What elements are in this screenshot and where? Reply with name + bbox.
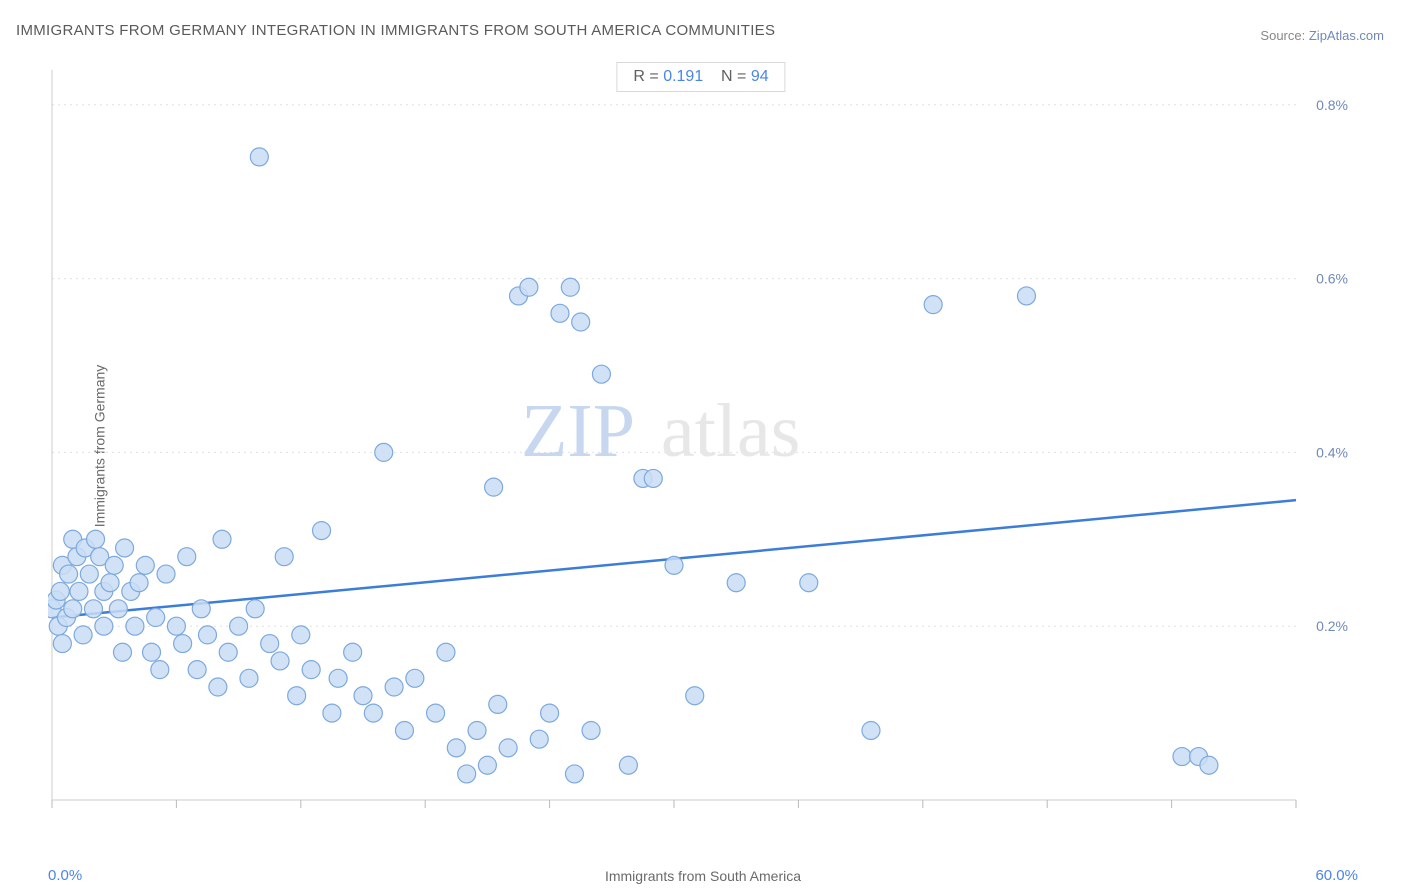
data-point <box>478 756 496 774</box>
data-point <box>644 469 662 487</box>
data-point <box>275 548 293 566</box>
data-point <box>727 574 745 592</box>
data-point <box>51 582 69 600</box>
data-point <box>95 617 113 635</box>
data-point <box>109 600 127 618</box>
data-point <box>862 721 880 739</box>
data-point <box>561 278 579 296</box>
data-point <box>70 582 88 600</box>
data-point <box>485 478 503 496</box>
data-point <box>313 522 331 540</box>
data-point <box>246 600 264 618</box>
data-point <box>323 704 341 722</box>
source-value: ZipAtlas.com <box>1309 28 1384 43</box>
chart-title: IMMIGRANTS FROM GERMANY INTEGRATION IN I… <box>16 22 775 39</box>
data-point <box>1200 756 1218 774</box>
data-point <box>147 609 165 627</box>
data-point <box>87 530 105 548</box>
data-point <box>686 687 704 705</box>
data-point <box>219 643 237 661</box>
data-point <box>126 617 144 635</box>
chart-svg: 0.2% 0.4% 0.6% 0.8% <box>48 58 1354 828</box>
data-point <box>406 669 424 687</box>
data-point <box>60 565 78 583</box>
data-point <box>80 565 98 583</box>
data-point <box>143 643 161 661</box>
data-point <box>157 565 175 583</box>
data-point <box>565 765 583 783</box>
data-point <box>174 635 192 653</box>
data-point <box>458 765 476 783</box>
data-point <box>167 617 185 635</box>
data-point <box>1017 287 1035 305</box>
data-point <box>261 635 279 653</box>
data-point <box>178 548 196 566</box>
n-label: N = <box>721 68 746 85</box>
data-point <box>375 443 393 461</box>
r-label: R = <box>633 68 658 85</box>
data-point <box>924 296 942 314</box>
data-point <box>199 626 217 644</box>
data-point <box>74 626 92 644</box>
data-point <box>209 678 227 696</box>
data-point <box>489 695 507 713</box>
data-point <box>240 669 258 687</box>
data-point <box>1173 748 1191 766</box>
data-point <box>192 600 210 618</box>
data-point <box>151 661 169 679</box>
scatter-plot: R = 0.191 N = 94 0.2%0.4%0.6%0.8% ZIP at… <box>48 58 1354 828</box>
data-point <box>427 704 445 722</box>
y-tick-label: 0.2% <box>1316 618 1348 634</box>
data-point <box>113 643 131 661</box>
data-point <box>582 721 600 739</box>
data-point <box>551 304 569 322</box>
r-value: 0.191 <box>663 68 703 85</box>
data-point <box>665 556 683 574</box>
data-point <box>619 756 637 774</box>
data-point <box>116 539 134 557</box>
n-value: 94 <box>751 68 769 85</box>
x-axis-min-label: 0.0% <box>48 867 82 884</box>
data-point <box>292 626 310 644</box>
source-attribution: Source: ZipAtlas.com <box>1260 28 1384 43</box>
data-point <box>130 574 148 592</box>
data-point <box>541 704 559 722</box>
data-point <box>385 678 403 696</box>
data-point <box>395 721 413 739</box>
data-point <box>64 600 82 618</box>
data-point <box>101 574 119 592</box>
data-point <box>344 643 362 661</box>
data-point <box>354 687 372 705</box>
data-point <box>468 721 486 739</box>
x-axis-max-label: 60.0% <box>1315 867 1358 884</box>
data-point <box>530 730 548 748</box>
data-point <box>188 661 206 679</box>
data-point <box>271 652 289 670</box>
stats-box: R = 0.191 N = 94 <box>616 62 785 92</box>
data-point <box>329 669 347 687</box>
data-point <box>447 739 465 757</box>
data-point <box>499 739 517 757</box>
data-point <box>364 704 382 722</box>
data-point <box>288 687 306 705</box>
y-tick-label: 0.4% <box>1316 444 1348 460</box>
data-point <box>437 643 455 661</box>
data-point <box>800 574 818 592</box>
data-point <box>105 556 123 574</box>
data-point <box>230 617 248 635</box>
data-point <box>53 635 71 653</box>
x-axis-label: Immigrants from South America <box>605 868 801 884</box>
data-point <box>250 148 268 166</box>
data-point <box>572 313 590 331</box>
data-point <box>592 365 610 383</box>
data-point <box>520 278 538 296</box>
data-point <box>84 600 102 618</box>
data-point <box>302 661 320 679</box>
data-point <box>213 530 231 548</box>
data-point <box>136 556 154 574</box>
source-label: Source: <box>1260 28 1305 43</box>
y-tick-label: 0.6% <box>1316 271 1348 287</box>
y-tick-label: 0.8% <box>1316 97 1348 113</box>
